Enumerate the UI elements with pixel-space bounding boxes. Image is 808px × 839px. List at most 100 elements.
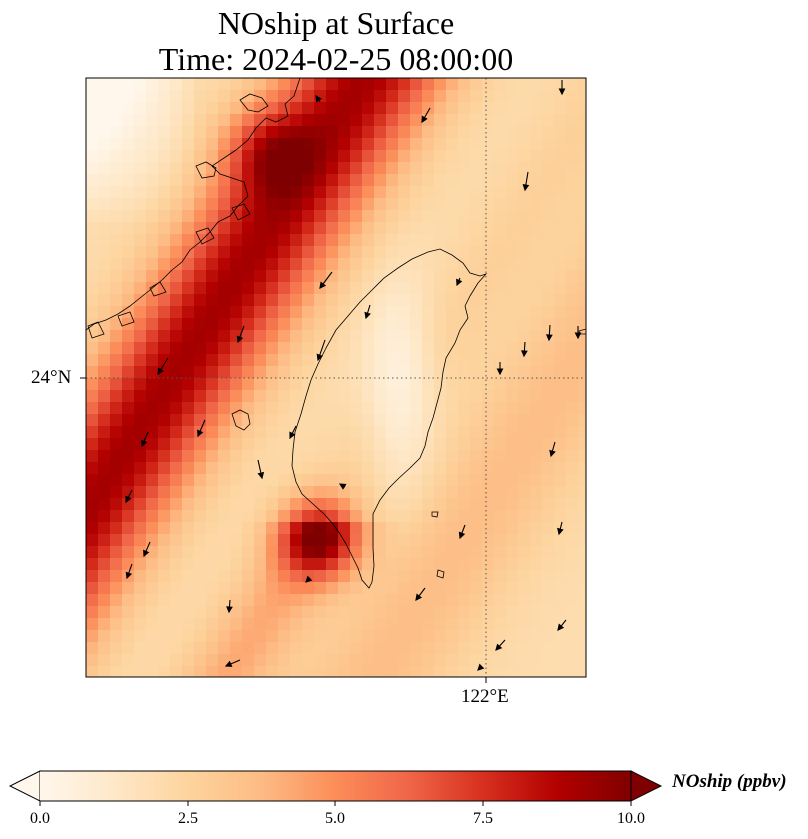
field-cell xyxy=(86,486,99,499)
field-cell xyxy=(230,486,243,499)
field-cell xyxy=(314,114,327,127)
field-cell xyxy=(554,210,567,223)
field-cell xyxy=(506,642,519,655)
field-cell xyxy=(194,354,207,367)
field-cell xyxy=(230,414,243,427)
field-cell xyxy=(410,198,423,211)
field-cell xyxy=(458,90,471,103)
field-cell xyxy=(98,582,111,595)
field-cell xyxy=(374,642,387,655)
field-cell xyxy=(86,546,99,559)
field-cell xyxy=(122,462,135,475)
field-cell xyxy=(422,402,435,415)
field-cell xyxy=(134,270,147,283)
field-cell xyxy=(410,498,423,511)
field-cell xyxy=(218,366,231,379)
field-cell xyxy=(302,198,315,211)
field-cell xyxy=(158,666,171,677)
field-cell xyxy=(470,402,483,415)
field-cell xyxy=(374,486,387,499)
field-cell xyxy=(158,318,171,331)
wind-arrow-head xyxy=(458,531,466,540)
field-cell xyxy=(302,330,315,343)
field-cell xyxy=(338,270,351,283)
field-cell xyxy=(530,330,543,343)
field-cell xyxy=(374,402,387,415)
field-cell xyxy=(398,354,411,367)
field-cell xyxy=(314,174,327,187)
field-cell xyxy=(86,414,99,427)
field-cell xyxy=(146,198,159,211)
field-cell xyxy=(146,162,159,175)
field-cell xyxy=(578,426,586,439)
field-cell xyxy=(374,114,387,127)
field-cell xyxy=(530,378,543,391)
field-cell xyxy=(398,414,411,427)
field-cell xyxy=(542,222,555,235)
field-cell xyxy=(146,378,159,391)
field-cell xyxy=(566,150,579,163)
field-cell xyxy=(578,606,586,619)
field-cell xyxy=(350,318,363,331)
field-cell xyxy=(398,246,411,259)
field-cell xyxy=(434,366,447,379)
field-cell xyxy=(566,378,579,391)
field-cell xyxy=(506,102,519,115)
field-cell xyxy=(170,426,183,439)
field-cell xyxy=(302,78,315,91)
field-cell xyxy=(386,450,399,463)
field-cell xyxy=(302,90,315,103)
field-cell xyxy=(338,354,351,367)
field-cell xyxy=(110,222,123,235)
field-cell xyxy=(278,330,291,343)
field-cell xyxy=(542,594,555,607)
field-cell xyxy=(446,138,459,151)
field-cell xyxy=(434,642,447,655)
field-cell xyxy=(338,318,351,331)
field-cell xyxy=(194,210,207,223)
field-cell xyxy=(554,90,567,103)
field-cell xyxy=(518,462,531,475)
field-cell xyxy=(446,102,459,115)
field-cell xyxy=(278,618,291,631)
field-cell xyxy=(374,666,387,677)
field-cell xyxy=(146,366,159,379)
field-cell xyxy=(362,546,375,559)
field-cell xyxy=(110,210,123,223)
field-cell xyxy=(338,606,351,619)
field-cell xyxy=(458,402,471,415)
field-cell xyxy=(470,270,483,283)
field-cell xyxy=(506,318,519,331)
field-cell xyxy=(506,282,519,295)
field-cell xyxy=(98,486,111,499)
field-cell xyxy=(362,210,375,223)
wind-arrow-head xyxy=(557,527,564,536)
field-cell xyxy=(86,126,99,139)
wind-arrow-head xyxy=(316,353,324,362)
field-cell xyxy=(410,210,423,223)
field-cell xyxy=(230,90,243,103)
field-cell xyxy=(362,174,375,187)
field-cell xyxy=(110,426,123,439)
field-cell xyxy=(278,186,291,199)
field-cell xyxy=(146,186,159,199)
field-cell xyxy=(458,354,471,367)
field-cell xyxy=(542,642,555,655)
field-cell xyxy=(410,246,423,259)
field-cell xyxy=(554,426,567,439)
field-cell xyxy=(518,402,531,415)
field-cell xyxy=(482,330,495,343)
field-cell xyxy=(518,594,531,607)
field-cell xyxy=(242,282,255,295)
field-cell xyxy=(554,174,567,187)
field-cell xyxy=(182,558,195,571)
field-cell xyxy=(86,594,99,607)
field-cell xyxy=(530,426,543,439)
field-cell xyxy=(242,138,255,151)
field-cell xyxy=(338,306,351,319)
field-cell xyxy=(86,198,99,211)
field-cell xyxy=(170,78,183,91)
field-cell xyxy=(86,378,99,391)
field-cell xyxy=(386,222,399,235)
field-cell xyxy=(470,606,483,619)
